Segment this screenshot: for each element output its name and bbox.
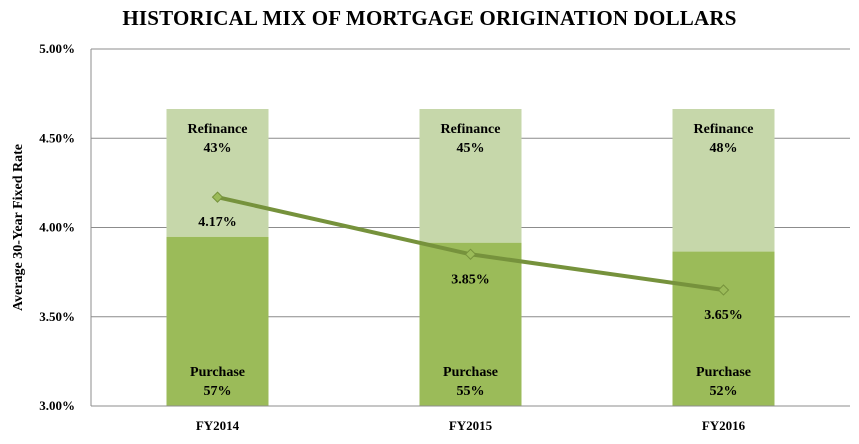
bar-purchase: [419, 242, 522, 406]
rate-point: [717, 284, 730, 296]
bar-value-label: 55%: [457, 384, 485, 399]
rate-data-label: 3.65%: [704, 308, 743, 323]
chart-title: HISTORICAL MIX OF MORTGAGE ORIGINATION D…: [122, 6, 737, 30]
bar-value-label: 43%: [204, 141, 232, 156]
bar-refinance: [419, 109, 522, 243]
y-tick-label: 4.00%: [39, 220, 75, 235]
bar-series-label: Refinance: [188, 122, 248, 137]
y-tick-label: 5.00%: [39, 41, 75, 56]
bar-value-label: 57%: [204, 384, 232, 399]
rate-point: [464, 248, 477, 260]
x-tick-label: FY2014: [196, 418, 240, 433]
bar-series-label: Purchase: [443, 365, 498, 380]
bar-series-label: Purchase: [696, 365, 751, 380]
bar-value-label: 45%: [457, 141, 485, 156]
y-tick-label: 4.50%: [39, 130, 75, 145]
bar-purchase: [672, 251, 775, 406]
bar-refinance: [166, 109, 269, 237]
bar-refinance: [672, 109, 775, 252]
bar-value-label: 48%: [710, 141, 738, 156]
bar-value-label: 52%: [710, 384, 738, 399]
bar-series-label: Purchase: [190, 365, 245, 380]
y-tick-label: 3.50%: [39, 309, 75, 324]
y-tick-label: 3.00%: [39, 398, 75, 413]
x-tick-label: FY2015: [449, 418, 493, 433]
bar-series-label: Refinance: [441, 122, 501, 137]
bar-series-label: Refinance: [694, 122, 754, 137]
rate-point: [211, 191, 224, 203]
x-tick-label: FY2016: [702, 418, 746, 433]
bar-purchase: [166, 236, 269, 406]
rate-data-label: 3.85%: [451, 272, 490, 287]
rate-data-label: 4.17%: [198, 215, 237, 230]
y-axis-title: Average 30-Year Fixed Rate: [11, 144, 26, 311]
